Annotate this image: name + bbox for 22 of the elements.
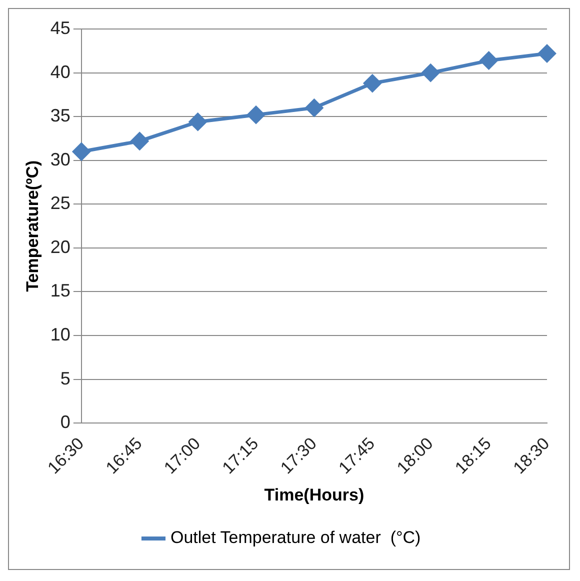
y-tick-label: 15 [50,280,70,301]
y-axis-title: Temperature(ºC) [22,160,42,292]
point [480,52,498,70]
x-axis-title: Time(Hours) [264,485,364,504]
point [72,142,90,160]
point [422,64,440,82]
y-tick-label: 20 [50,236,70,257]
y-tick-label: 45 [50,18,70,38]
point [189,113,207,131]
legend-label: Outlet Temperature of water (°C) [170,528,421,548]
y-tick-label: 30 [50,149,70,170]
y-tick-label: 5 [60,368,70,388]
point [305,99,323,117]
y-tick-label: 25 [50,193,70,214]
point [130,132,148,150]
y-tick-label: 40 [50,62,70,82]
point [247,106,265,124]
y-tick-label: 0 [60,412,70,432]
point [364,74,382,92]
point [538,44,556,62]
y-tick-label: 35 [50,106,70,126]
y-tick-label: 10 [50,324,70,344]
